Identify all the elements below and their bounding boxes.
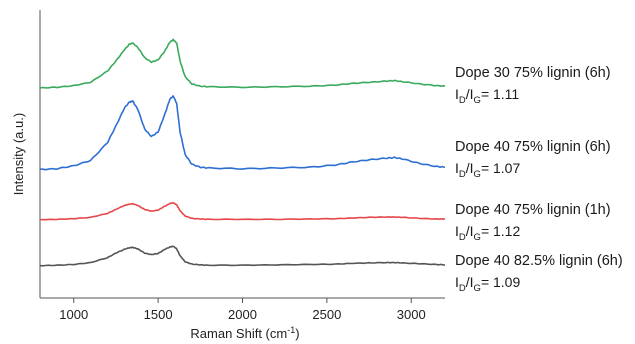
series-line-2 xyxy=(39,95,446,171)
ratio-label-1: ID/IG= 1.11 xyxy=(455,86,519,106)
series-line-1 xyxy=(39,38,446,89)
x-axis-label-close: ) xyxy=(295,326,299,341)
ratio-label-2: ID/IG= 1.07 xyxy=(455,160,520,180)
ratio-label-3: ID/IG= 1.12 xyxy=(455,223,520,243)
x-tick-label: 1500 xyxy=(144,307,173,322)
series-line-4 xyxy=(39,245,446,267)
ratio-label-4: ID/IG= 1.09 xyxy=(455,274,520,294)
series-line-3 xyxy=(39,202,446,221)
y-axis-label: Intensity (a.u.) xyxy=(11,113,26,195)
series-label-1: Dope 30 75% lignin (6h) xyxy=(455,65,611,81)
legend-group: Dope 30 75% lignin (6h) ID/IG= 1.11 Dope 4… xyxy=(455,65,623,294)
x-axis-label: Raman Shift (cm-1) xyxy=(190,325,299,341)
x-tick-label: 2500 xyxy=(312,307,341,322)
series-group xyxy=(39,38,446,267)
x-tick-label: 3000 xyxy=(397,307,426,322)
x-axis-label-sup: -1 xyxy=(287,325,295,335)
series-label-4: Dope 40 82.5% lignin (6h) xyxy=(455,253,623,269)
x-ticks: 1000 1500 2000 2500 3000 xyxy=(59,298,426,322)
x-tick-label: 2000 xyxy=(228,307,257,322)
x-tick-label: 1000 xyxy=(59,307,88,322)
series-label-2: Dope 40 75% lignin (6h) xyxy=(455,139,611,155)
series-label-3: Dope 40 75% lignin (1h) xyxy=(455,202,611,218)
